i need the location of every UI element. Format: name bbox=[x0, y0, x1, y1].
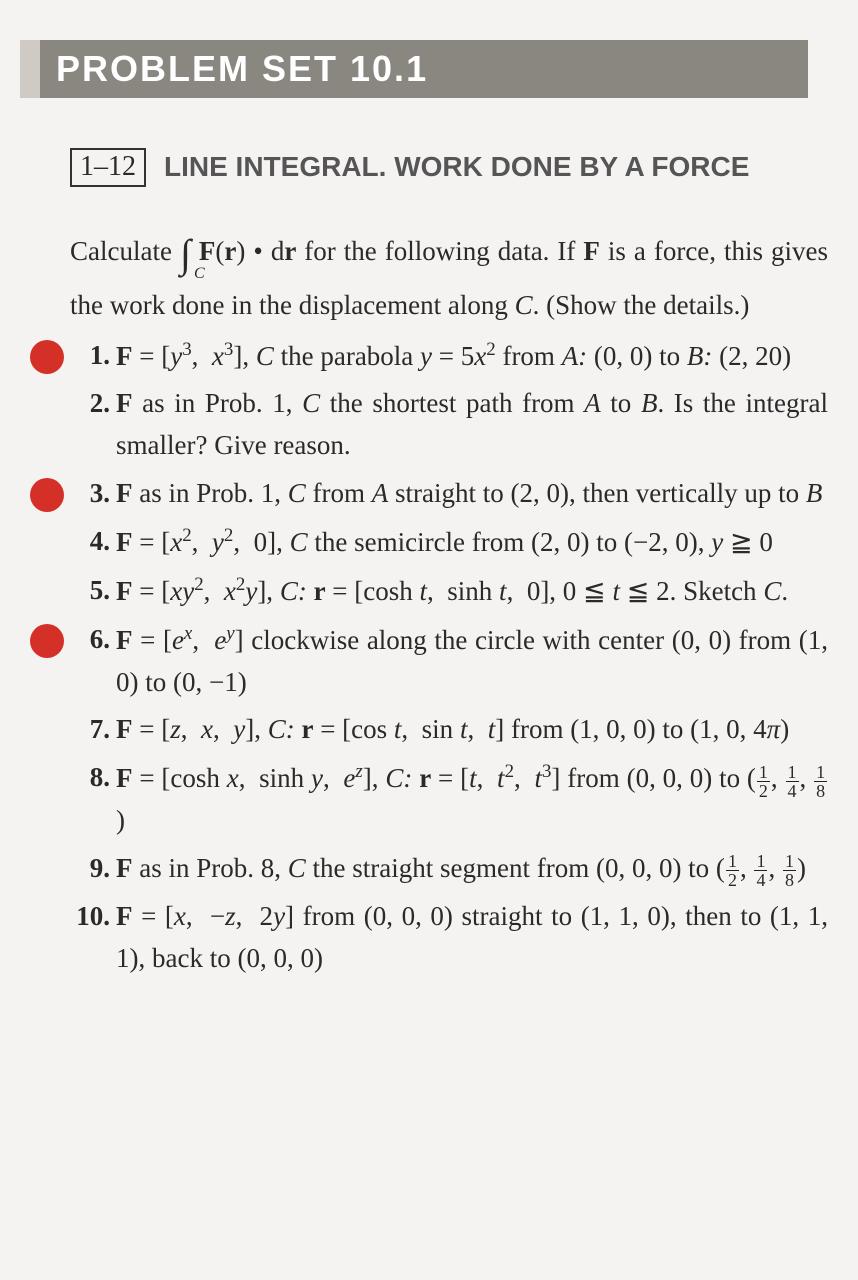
problem-item: 7.F = [z, x, y], C: r = [cos t, sin t, t… bbox=[70, 709, 828, 751]
problem-body: F as in Prob. 1, C from A straight to (2… bbox=[116, 478, 822, 508]
problem-number: 10. bbox=[70, 896, 110, 938]
problem-item: 10.F = [x, −z, 2y] from (0, 0, 0) straig… bbox=[70, 896, 828, 980]
problem-item: 5.F = [xy2, x2y], C: r = [cosh t, sinh t… bbox=[70, 570, 828, 613]
header-label: PROBLEM SET 10.1 bbox=[56, 48, 428, 90]
problem-number: 5. bbox=[70, 570, 110, 612]
problem-list: 1.F = [y3, x3], C the parabola y = 5x2 f… bbox=[70, 335, 828, 980]
problem-body: F = [x, −z, 2y] from (0, 0, 0) straight … bbox=[116, 901, 828, 973]
marker-dot-icon bbox=[30, 340, 64, 374]
integrand: F(r) • dr bbox=[199, 236, 296, 266]
marker-dot-icon bbox=[30, 478, 64, 512]
problem-body: F = [z, x, y], C: r = [cos t, sin t, t] … bbox=[116, 714, 789, 744]
problem-number: 7. bbox=[70, 709, 110, 751]
instruction-prefix: Calculate bbox=[70, 236, 172, 266]
problem-item: 3.F as in Prob. 1, C from A straight to … bbox=[70, 473, 828, 515]
integral-subscript: C bbox=[194, 262, 205, 287]
problem-item: 4.F = [x2, y2, 0], C the semicircle from… bbox=[70, 521, 828, 564]
integral-sign: ∫C bbox=[180, 223, 191, 285]
problem-item: 6.F = [ex, ey] clockwise along the circl… bbox=[70, 619, 828, 704]
problem-number: 6. bbox=[70, 619, 110, 661]
problem-item: 1.F = [y3, x3], C the parabola y = 5x2 f… bbox=[70, 335, 828, 378]
problem-set-header: PROBLEM SET 10.1 bbox=[20, 40, 808, 98]
problem-body: F = [xy2, x2y], C: r = [cosh t, sinh t, … bbox=[116, 576, 788, 606]
problem-body: F = [x2, y2, 0], C the semicircle from (… bbox=[116, 527, 773, 557]
problem-item: 9.F as in Prob. 8, C the straight segmen… bbox=[70, 848, 828, 890]
problem-number: 3. bbox=[70, 473, 110, 515]
problem-number: 9. bbox=[70, 848, 110, 890]
instruction-paragraph: Calculate ∫C F(r) • dr for the following… bbox=[70, 223, 828, 327]
section-title: LINE INTEGRAL. WORK DONE BY A FORCE bbox=[164, 148, 749, 186]
problem-range-box: 1–12 bbox=[70, 148, 146, 187]
marker-dot-icon bbox=[30, 624, 64, 658]
problem-number: 4. bbox=[70, 521, 110, 563]
problem-item: 8.F = [cosh x, sinh y, ez], C: r = [t, t… bbox=[70, 757, 828, 842]
problem-number: 8. bbox=[70, 757, 110, 799]
problem-body: F = [ex, ey] clockwise along the circle … bbox=[116, 625, 828, 697]
problem-body: F = [y3, x3], C the parabola y = 5x2 fro… bbox=[116, 341, 791, 371]
problem-body: F = [cosh x, sinh y, ez], C: r = [t, t2,… bbox=[116, 763, 828, 835]
problem-number: 1. bbox=[70, 335, 110, 377]
problem-item: 2.F as in Prob. 1, C the shortest path f… bbox=[70, 383, 828, 467]
section-header: 1–12 LINE INTEGRAL. WORK DONE BY A FORCE bbox=[70, 148, 828, 187]
problem-body: F as in Prob. 1, C the shortest path fro… bbox=[116, 388, 828, 460]
problem-body: F as in Prob. 8, C the straight segment … bbox=[116, 853, 806, 883]
problem-number: 2. bbox=[70, 383, 110, 425]
